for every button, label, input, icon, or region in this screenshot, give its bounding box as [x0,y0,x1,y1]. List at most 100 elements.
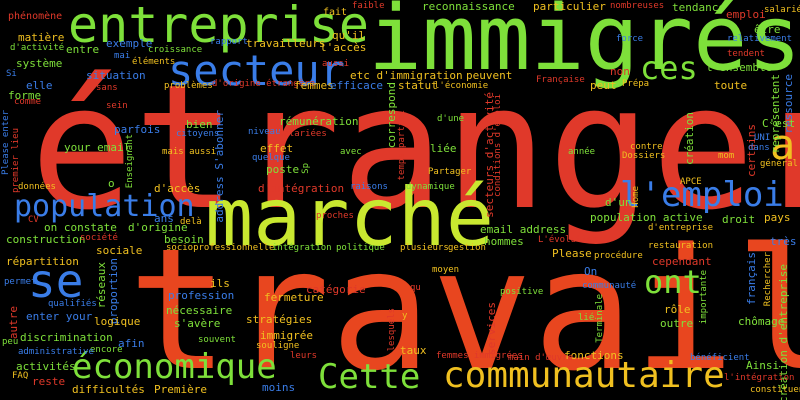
word: d'entreprise [648,223,714,233]
word: importante [699,270,709,325]
word: constituent [750,385,800,395]
word: l'accès [320,41,367,54]
word: forme [8,89,42,102]
word: leurs [290,351,318,361]
word: temps partiel [397,110,407,181]
word: travail [128,212,800,400]
word: droit [722,213,756,226]
word: autre [7,306,20,340]
word: plusieurs [400,243,449,253]
word: nécessaire [166,304,233,317]
word: difficultés [72,383,145,396]
word: moyen [432,265,460,275]
word: bien [186,118,213,131]
word: moins [262,381,296,394]
word: travailleurs [246,37,326,50]
word: address S'abonner [213,110,226,223]
word: Ainsi [746,359,780,372]
word: ont [644,263,702,301]
word: l'intégration [724,373,795,383]
word: hommes [484,235,524,248]
word: matière [18,31,65,44]
word: elle [26,79,53,92]
word: liée [430,142,457,155]
word: quelque [252,153,290,163]
word: delà [180,217,202,227]
word: rapport [210,37,248,47]
word: économique [72,347,277,387]
word: peu [2,337,19,347]
word: mom [718,151,735,161]
word: effet [260,142,294,155]
word: stratégies [246,313,313,326]
word: population [14,189,195,224]
word: souligne [256,341,300,351]
word: positive [500,287,544,297]
word: situation [86,69,146,82]
word: rôle [664,303,691,316]
word: l'emploi [620,175,784,215]
word: salariées [278,129,327,139]
word: Première [154,383,207,396]
word: entre [66,43,100,56]
word: Enseignant [125,134,135,189]
word: conditions d'emploi [493,94,503,197]
word: Home [631,186,641,208]
word: poste [266,163,300,176]
word: communautaire [443,355,725,396]
word: problèmes [164,81,213,91]
word: aussi [322,59,350,69]
word: proches [316,211,354,221]
word: tendent [727,49,765,59]
word: fermeture [264,291,324,304]
word: marché [205,171,494,264]
word: être [754,23,781,36]
word: qu'il [332,29,366,42]
word: niveau [248,127,281,137]
word: cependant [652,255,712,268]
word: avec [340,147,362,157]
word: qu [410,283,421,293]
word: y [402,311,408,321]
word: croissance [148,45,203,55]
word: procédure [594,251,643,261]
word: raisons [350,182,388,192]
word: souvent [198,335,236,345]
word: qualifiés [48,299,97,309]
word: sans [96,83,118,93]
word: lié [578,313,595,323]
word: nombreuses [610,1,665,11]
word: Si [6,69,17,79]
word: général [760,159,798,169]
word: reste [32,375,66,388]
word: construction [6,233,86,246]
word: d'activité [10,43,65,53]
word: CV [28,215,39,225]
word: permet [4,277,37,287]
word: ces [640,49,698,87]
word: représentent [769,74,782,154]
word: Partager [428,167,472,177]
word: année [568,147,596,157]
word: force [616,34,644,44]
word: immigrée [260,329,313,342]
word: besoin [164,233,204,246]
word: bénéficient [690,353,750,363]
word: FAQ [12,371,29,381]
word: rémunération [279,115,359,128]
word: chômage [738,315,785,328]
word: français [745,252,758,305]
word: ans [154,212,174,225]
word: mais aussi [162,147,217,157]
word: On [584,265,598,278]
word: your email [64,141,131,154]
word: Terminale [595,294,605,343]
word: fait [323,7,348,18]
word: premier lieu [11,128,21,194]
word: relativement [727,34,793,44]
word: phénomène [8,11,63,22]
word: ils [210,277,230,290]
word: société [80,233,118,243]
word: système [16,57,63,70]
